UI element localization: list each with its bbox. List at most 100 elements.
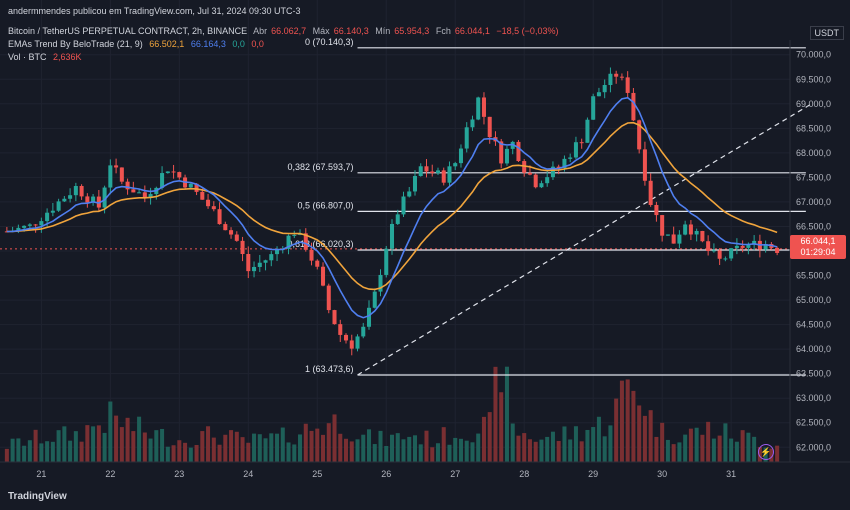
candle-body [591,96,596,120]
volume-bar [338,433,343,462]
volume-bar [206,426,211,462]
candle-body [361,326,366,337]
candle-body [562,158,567,168]
candle-body [499,141,504,164]
volume-bar [671,444,676,462]
volume-bar [752,436,757,462]
volume-bar [4,448,9,462]
candle-body [275,249,280,255]
candle-body [234,234,239,241]
symbol-header: Bitcoin / TetherUS PERPETUAL CONTRACT, 2… [8,26,562,36]
tradingview-logo[interactable]: TradingView [8,491,67,502]
candle-body [677,234,682,244]
volume-bar [556,440,561,462]
candle-body [246,253,251,272]
candle-body [763,244,768,250]
symbol-title[interactable]: Bitcoin / TetherUS PERPETUAL CONTRACT, 2… [8,26,248,36]
volume-bar [614,398,619,462]
volume-bar [125,417,130,462]
volume-bar [470,442,475,462]
candle-body [637,120,642,150]
volume-bar [246,442,251,462]
volume-bar [389,434,395,462]
candle-body [303,233,308,250]
y-tick-label: 69.000,0 [796,99,831,109]
candle-body [79,185,84,197]
candle-body [510,141,515,149]
publisher-line: andermmendes publicou em TradingView.com… [8,6,301,16]
candle-body [263,260,268,263]
flash-icon[interactable]: ⚡ [758,444,774,460]
y-tick-label: 64.500,0 [796,320,831,330]
volume-bar [240,437,245,462]
volume-bar [510,423,515,462]
candle-body [160,173,165,188]
volume-bar [183,442,188,462]
volume-bar [694,427,699,462]
candle-body [206,199,211,207]
candle-body [217,209,222,225]
candle-body [240,240,245,254]
volume-bar [165,446,170,462]
candle-body [711,250,716,252]
candle-body [200,191,205,200]
candle-body [568,157,573,159]
high-value: 66.140,3 [333,26,369,36]
candle-body [16,227,21,231]
candle-body [625,77,630,93]
volume-bar [344,438,349,462]
ema-legend[interactable]: EMAs Trend By BeloTrade (21, 9) 66.502,1… [8,39,268,49]
x-tick-label: 24 [243,469,253,479]
candle-body [464,127,469,149]
volume-bar [453,437,458,462]
volume-bar [775,445,780,462]
volume-bar [171,445,176,462]
volume-bar [119,427,124,462]
x-tick-label: 29 [588,469,598,479]
volume-bar [591,427,596,462]
volume-bar [596,416,601,462]
candle-body [706,241,711,251]
volume-bar [137,416,142,462]
candle-body [654,204,659,216]
candle-body [194,183,199,192]
volume-bar [418,444,423,462]
last-price-value: 66.044,1 [800,236,836,246]
y-tick-label: 65.500,0 [796,271,831,281]
x-tick-label: 31 [726,469,736,479]
candle-body [338,324,343,335]
volume-bar [504,366,509,462]
candle-body [395,214,400,224]
volume-value: 2,636K [53,52,82,62]
candle-body [45,212,50,222]
candle-body [4,231,9,233]
currency-button[interactable]: USDT [809,26,844,40]
high-label: Máx [312,26,330,36]
candle-body [694,230,699,235]
candle-body [683,224,688,235]
candle-body [430,171,435,174]
candle-body [648,180,653,205]
candle-body [68,195,73,199]
volume-legend[interactable]: Vol · BTC 2,636K [8,52,86,62]
volume-bar [160,428,165,462]
candle-body [424,166,429,172]
candle-body [504,148,509,164]
volume-bar [631,390,636,462]
candle-body [366,307,372,327]
volume-bar [665,439,670,462]
candle-body [412,176,418,192]
volume-bar [211,437,216,462]
candle-body [108,165,113,188]
volume-bar [648,410,653,462]
volume-bar [562,426,567,462]
volume-bar [458,438,463,462]
volume-bar [263,438,268,462]
candle-body [321,266,326,286]
candle-body [545,177,550,184]
volume-bar [441,427,446,462]
volume-label: Vol · BTC [8,52,47,62]
volume-bar [27,440,32,462]
candle-body [631,92,636,121]
